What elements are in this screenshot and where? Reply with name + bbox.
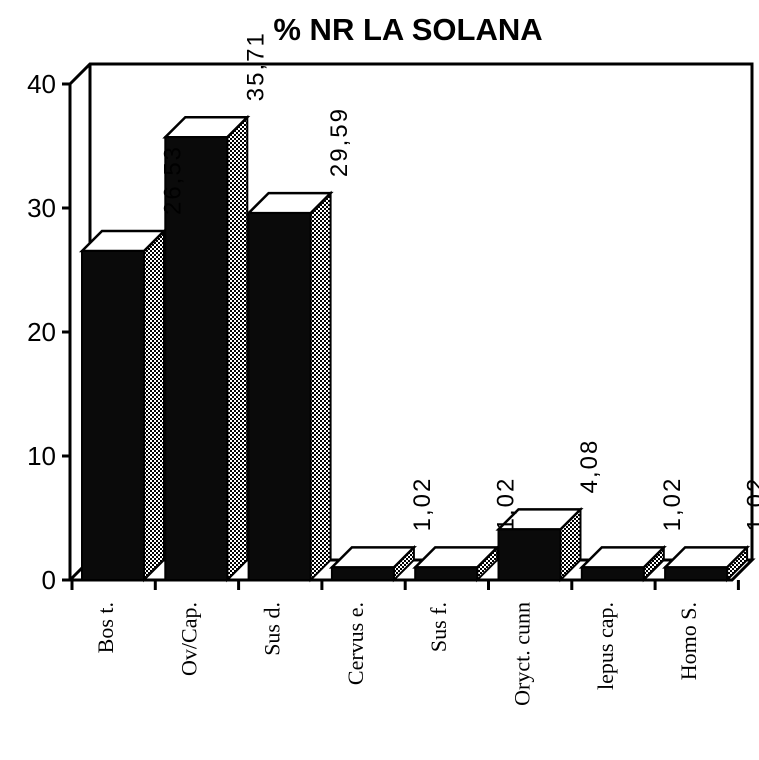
y-tick-label: 30 [27,193,56,223]
bar-front [330,566,395,581]
x-tick-label: Cervus e. [343,602,368,685]
x-tick-label: Sus d. [260,602,285,656]
chart-title: % NR LA SOLANA [273,12,542,47]
x-tick-label: lepus cap. [593,602,618,690]
back-wall-outline [68,62,754,560]
bar-front [497,528,562,582]
x-tick-label: Oryct. cunn [510,602,535,706]
y-tick-label: 40 [27,69,56,99]
bar [412,544,501,583]
bars [78,114,751,583]
data-label: 35,71 [243,31,270,101]
x-tick-label: Ov/Cap. [176,602,201,676]
bar [662,544,751,583]
data-label: 1,02 [409,477,436,532]
y-axis: 0 10 20 30 40 [27,69,72,595]
bar-front [580,566,645,581]
x-axis: Bos t. Ov/Cap. Sus d. Cervus e. Sus f. Oryct.… [70,578,740,706]
data-label: 26,53 [159,145,186,215]
bar [162,114,251,583]
bar-side [309,190,332,583]
bar-side [226,114,249,583]
data-labels: 26,53 35,71 29,59 1,02 1,02 4,08 1,02 1,02 [159,31,759,531]
x-tick-label: Homo S. [676,602,701,680]
data-label: 4,08 [576,439,603,494]
y-tick-label: 20 [27,317,56,347]
bar-front [664,566,729,581]
data-label: 1,02 [659,477,686,532]
bar-front [164,136,229,581]
bar [578,544,667,583]
bar-front [414,566,479,581]
data-label: 1,02 [742,477,759,532]
y-tick-label: 0 [42,565,56,595]
bar-side [143,228,165,583]
bar [78,228,168,583]
bar-front [247,212,312,581]
bar [245,190,334,583]
y-tick-label: 10 [27,441,56,471]
data-label: 1,02 [493,477,520,532]
x-tick-label: Bos t. [93,602,118,653]
bar [328,544,417,583]
x-tick-label: Sus f. [426,602,451,652]
bar-front [81,250,145,581]
bar [495,506,584,583]
data-label: 29,59 [326,107,353,177]
